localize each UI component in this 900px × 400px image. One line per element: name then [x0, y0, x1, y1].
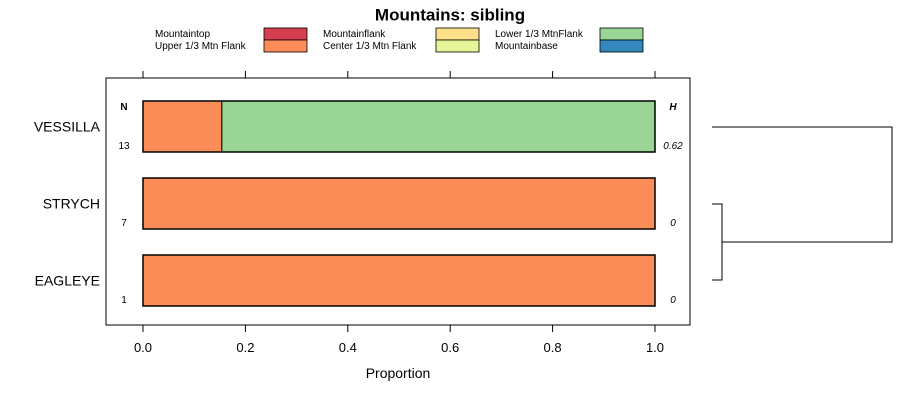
bar-vessilla-lower-1-3-mtnflank [221, 100, 656, 153]
category-label-eagleye: EAGLEYE [35, 273, 100, 289]
legend-swatch-center-1-3-mtn-flank [435, 39, 480, 53]
legend-swatch-mountainbase [599, 39, 644, 53]
x-axis-ticks: 0.0 0.2 0.4 0.6 0.8 1.0 [134, 71, 664, 355]
h-value-vessilla: 0.62 [663, 141, 683, 152]
legend-label-mountainflank: Mountainflank [323, 29, 386, 40]
x-tick-label: 0.6 [441, 340, 459, 355]
n-value-strych: 7 [121, 218, 127, 229]
x-tick-label: 0.4 [339, 340, 357, 355]
legend-label-center-1-3-mtn-flank: Center 1/3 Mtn Flank [323, 41, 417, 52]
legend: Mountaintop Mountainflank Lower 1/3 MtnFla… [155, 27, 644, 53]
x-tick-label: 0.0 [134, 340, 152, 355]
bar-eagleye-upper-1-3-mtn-flank [142, 254, 656, 307]
legend-label-lower-1-3-mtnflank: Lower 1/3 MtnFlank [495, 29, 584, 40]
legend-swatch-lower-1-3-mtnflank [599, 27, 644, 41]
bars [142, 100, 656, 307]
dendrogram [712, 126, 893, 281]
x-tick-label: 0.2 [236, 340, 254, 355]
n-value-eagleye: 1 [121, 295, 127, 306]
n-header: N [120, 102, 127, 113]
x-tick-label: 1.0 [646, 340, 664, 355]
category-label-strych: STRYCH [43, 196, 100, 212]
h-value-strych: 0 [670, 218, 676, 229]
bar-outline-strych [142, 177, 656, 230]
legend-swatch-mountainflank [435, 27, 480, 41]
bar-outline-vessilla [142, 100, 656, 153]
legend-label-upper-1-3-mtn-flank: Upper 1/3 Mtn Flank [155, 41, 247, 52]
bar-vessilla-upper-1-3-mtn-flank [142, 100, 223, 153]
category-label-vessilla: VESSILLA [34, 119, 101, 135]
x-axis-label: Proportion [366, 365, 431, 381]
n-value-vessilla: 13 [118, 141, 130, 152]
bar-strych-upper-1-3-mtn-flank [142, 177, 656, 230]
plot-frame [105, 77, 691, 326]
dendrogram-branch-strych-eagleye [712, 203, 723, 281]
x-tick-label: 0.8 [544, 340, 562, 355]
legend-swatch-mountaintop [263, 27, 308, 41]
dendrogram-branch-root [712, 126, 893, 243]
legend-label-mountainbase: Mountainbase [495, 41, 558, 52]
h-header: H [669, 102, 677, 113]
h-value-eagleye: 0 [670, 295, 676, 306]
side-values: 13 0.62 7 0 1 0 [118, 141, 683, 306]
legend-swatch-upper-1-3-mtn-flank [263, 39, 308, 53]
chart-title: Mountains: sibling [375, 6, 525, 25]
category-labels: VESSILLA STRYCH EAGLEYE [34, 119, 101, 289]
legend-label-mountaintop: Mountaintop [155, 29, 210, 40]
bar-outline-eagleye [142, 254, 656, 307]
